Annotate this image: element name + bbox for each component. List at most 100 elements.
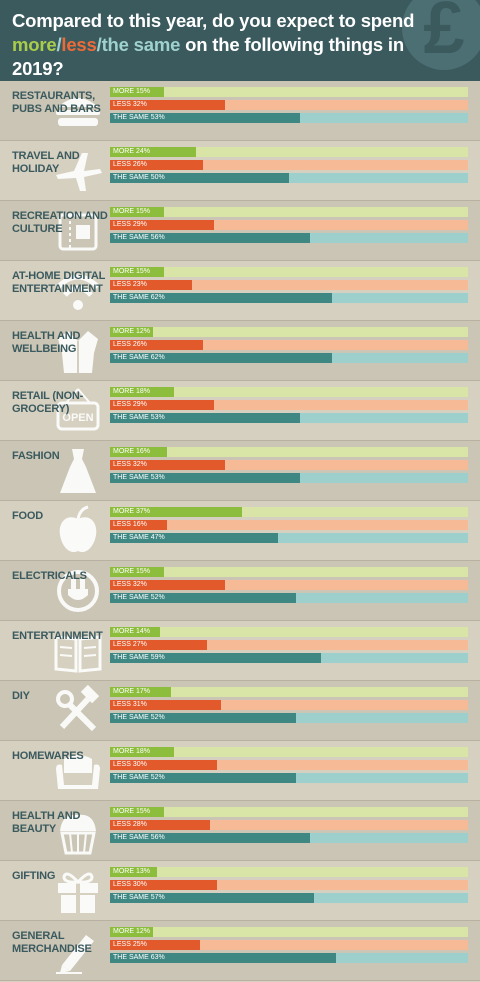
row-divider [0, 980, 480, 981]
row-label: GIFTING [12, 870, 117, 883]
bar-track-less: LESS 28% [110, 820, 468, 830]
bar-track-more: MORE 18% [110, 387, 468, 397]
row-label: AT-HOME DIGITAL ENTERTAINMENT [12, 270, 117, 296]
data-label-less: LESS 29% [113, 220, 147, 230]
data-label-same: THE SAME 62% [113, 293, 165, 303]
row-label: HEALTH AND WELLBEING [12, 330, 117, 356]
bar-track-more: MORE 24% [110, 147, 468, 157]
bar-track-same: THE SAME 59% [110, 653, 468, 663]
data-label-more: MORE 18% [113, 747, 150, 757]
bar-track-more: MORE 37% [110, 507, 468, 517]
chart-row: AT-HOME DIGITAL ENTERTAINMENT MORE 15% LES… [0, 261, 480, 321]
bar-track-same: THE SAME 53% [110, 473, 468, 483]
data-label-less: LESS 28% [113, 820, 147, 830]
data-label-more: MORE 37% [113, 507, 150, 517]
data-label-more: MORE 15% [113, 87, 150, 97]
data-label-same: THE SAME 47% [113, 533, 165, 543]
bar-track-more: MORE 12% [110, 327, 468, 337]
data-label-same: THE SAME 63% [113, 953, 165, 963]
data-label-same: THE SAME 62% [113, 353, 165, 363]
data-label-less: LESS 27% [113, 640, 147, 650]
bar-track-same: THE SAME 52% [110, 593, 468, 603]
chart-row: FASHION MORE 16% LESS 32% THE SAME 53% [0, 441, 480, 501]
data-label-more: MORE 24% [113, 147, 150, 157]
bar-track-same: THE SAME 53% [110, 413, 468, 423]
data-label-less: LESS 32% [113, 100, 147, 110]
bar-track-same: THE SAME 52% [110, 713, 468, 723]
bar-track-less: LESS 32% [110, 580, 468, 590]
bar-track-more: MORE 15% [110, 207, 468, 217]
bar-track-same: THE SAME 56% [110, 833, 468, 843]
bar-track-less: LESS 31% [110, 700, 468, 710]
row-label: TRAVEL AND HOLIDAY [12, 150, 117, 176]
data-label-less: LESS 16% [113, 520, 147, 530]
bar-track-same: THE SAME 53% [110, 113, 468, 123]
bar-track-same: THE SAME 62% [110, 353, 468, 363]
data-label-same: THE SAME 52% [113, 773, 165, 783]
data-label-same: THE SAME 52% [113, 593, 165, 603]
row-label: RETAIL (NON-GROCERY) [12, 390, 117, 416]
data-label-more: MORE 12% [113, 327, 150, 337]
bar-track-more: MORE 15% [110, 267, 468, 277]
row-label: RESTAURANTS, PUBS AND BARS [12, 90, 117, 116]
bar-track-less: LESS 29% [110, 400, 468, 410]
data-label-same: THE SAME 53% [113, 413, 165, 423]
bar-track-less: LESS 27% [110, 640, 468, 650]
data-label-same: THE SAME 59% [113, 653, 165, 663]
bar-track-more: MORE 18% [110, 747, 468, 757]
data-label-more: MORE 15% [113, 567, 150, 577]
bar-track-more: MORE 17% [110, 687, 468, 697]
chart-row: FOOD MORE 37% LESS 16% THE SAME 47% [0, 501, 480, 561]
bar-track-more: MORE 14% [110, 627, 468, 637]
title-more: more [12, 34, 56, 55]
data-label-more: MORE 14% [113, 627, 150, 637]
row-label: ELECTRICALS [12, 570, 117, 583]
chart-area: RESTAURANTS, PUBS AND BARS MORE 15% LESS 3… [0, 83, 480, 979]
data-label-less: LESS 25% [113, 940, 147, 950]
chart-row: DIY MORE 17% LESS 31% THE SAME 52% [0, 681, 480, 741]
chart-row: HEALTH AND BEAUTY MORE 15% LESS 28% THE SAM… [0, 801, 480, 861]
header: £ Compared to this year, do you expect t… [0, 0, 480, 83]
data-label-more: MORE 15% [113, 267, 150, 277]
chart-row: ENTERTAINMENT MORE 14% LESS 27% THE SAME 59… [0, 621, 480, 681]
title-less: less [61, 34, 96, 55]
row-label: FASHION [12, 450, 117, 463]
data-label-same: THE SAME 50% [113, 173, 165, 183]
data-label-more: MORE 15% [113, 207, 150, 217]
chart-row: RESTAURANTS, PUBS AND BARS MORE 15% LESS 3… [0, 81, 480, 141]
data-label-more: MORE 17% [113, 687, 150, 697]
bar-track-less: LESS 16% [110, 520, 468, 530]
chart-row: OPEN RETAIL (NON-GROCERY) MORE 18% LESS 29%… [0, 381, 480, 441]
bar-track-same: THE SAME 62% [110, 293, 468, 303]
page-title: Compared to this year, do you expect to … [12, 9, 442, 81]
row-label: GENERAL MERCHANDISE [12, 930, 117, 956]
data-label-less: LESS 23% [113, 280, 147, 290]
bar-track-same: THE SAME 47% [110, 533, 468, 543]
data-label-more: MORE 13% [113, 867, 150, 877]
row-label: HEALTH AND BEAUTY [12, 810, 117, 836]
bar-track-more: MORE 16% [110, 447, 468, 457]
bar-track-same: THE SAME 52% [110, 773, 468, 783]
bar-track-less: LESS 32% [110, 460, 468, 470]
bar-track-less: LESS 26% [110, 160, 468, 170]
data-label-less: LESS 26% [113, 340, 147, 350]
row-label: ENTERTAINMENT [12, 630, 117, 643]
bar-track-less: LESS 29% [110, 220, 468, 230]
data-label-same: THE SAME 56% [113, 233, 165, 243]
bar-track-more: MORE 15% [110, 567, 468, 577]
data-label-more: MORE 15% [113, 807, 150, 817]
row-label: RECREATION AND CULTURE [12, 210, 117, 236]
bar-track-same: THE SAME 63% [110, 953, 468, 963]
bar-track-less: LESS 30% [110, 760, 468, 770]
data-label-same: THE SAME 52% [113, 713, 165, 723]
title-same: the same [102, 34, 181, 55]
data-label-same: THE SAME 53% [113, 473, 165, 483]
data-label-same: THE SAME 53% [113, 113, 165, 123]
data-label-more: MORE 18% [113, 387, 150, 397]
row-label: FOOD [12, 510, 117, 523]
bar-track-more: MORE 15% [110, 87, 468, 97]
data-label-less: LESS 32% [113, 580, 147, 590]
chart-row: ELECTRICALS MORE 15% LESS 32% THE SAME 52% [0, 561, 480, 621]
bar-track-more: MORE 12% [110, 927, 468, 937]
